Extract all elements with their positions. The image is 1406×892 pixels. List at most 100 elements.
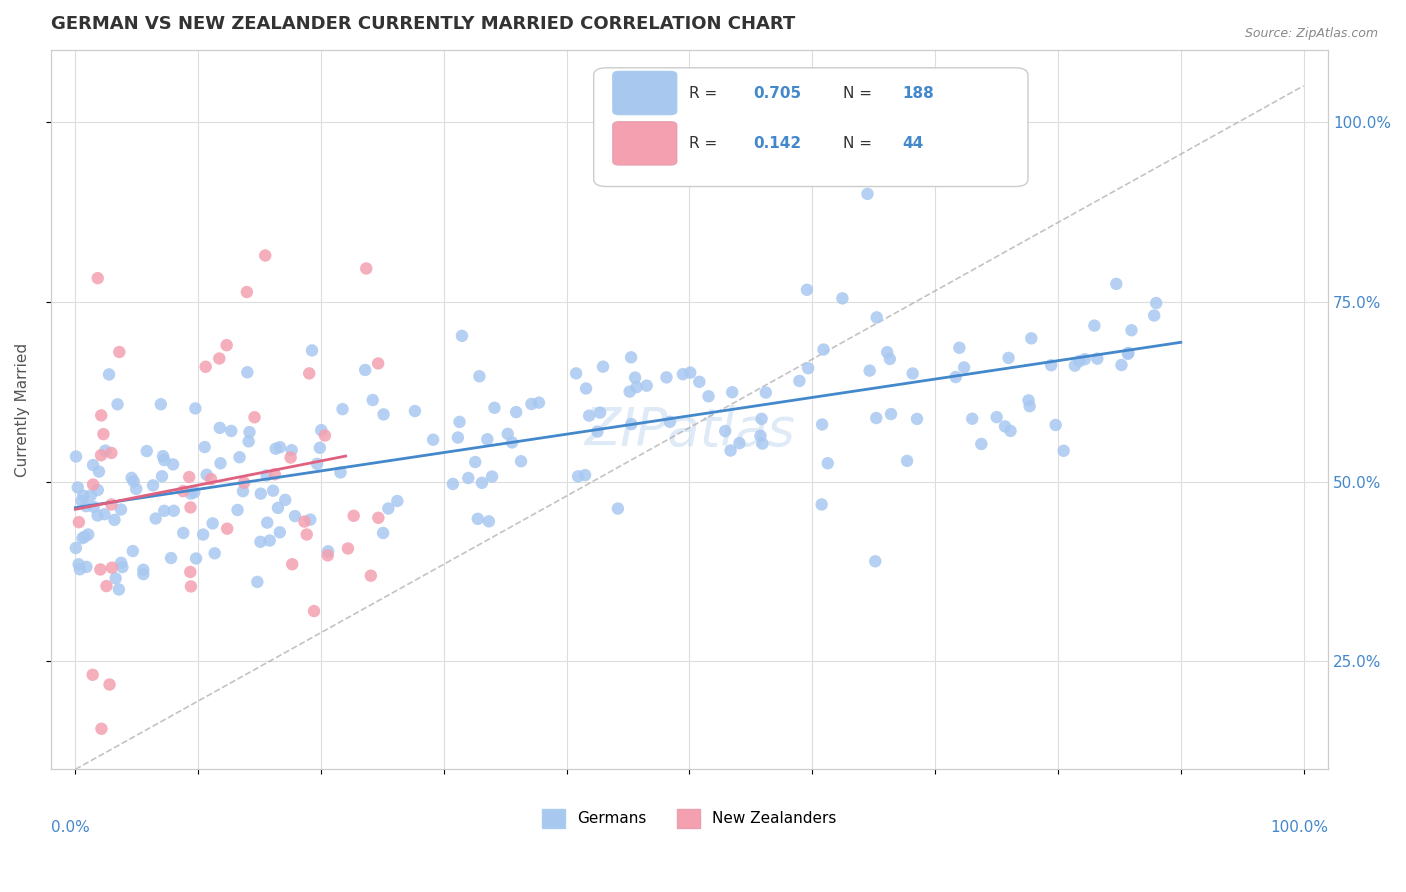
Point (1052, 443, 1074, 458)
Point (620, 417, 643, 432)
Point (90, 409, 112, 423)
FancyBboxPatch shape (613, 122, 676, 165)
Point (100, 498, 122, 512)
Point (284, 509, 307, 524)
Point (90, 722, 112, 736)
Point (856, 186, 879, 201)
Point (658, 415, 681, 429)
Point (110, 556, 132, 570)
Point (249, 534, 271, 549)
Point (865, 554, 887, 568)
Point (65, 450, 87, 464)
Point (481, 469, 503, 483)
Point (172, 525, 194, 540)
Point (264, 442, 287, 456)
Point (226, 503, 249, 517)
Point (208, 421, 231, 435)
Point (905, 412, 928, 426)
Point (354, 261, 377, 276)
Point (236, 365, 259, 379)
Point (422, 433, 444, 447)
Point (636, 378, 658, 392)
Point (195, 467, 218, 482)
Point (162, 458, 184, 472)
Point (108, 345, 131, 359)
Point (80, 488, 103, 502)
Point (180, 579, 202, 593)
Point (1021, 331, 1043, 345)
Point (329, 466, 352, 480)
Point (267, 500, 290, 515)
Point (343, 508, 366, 523)
Point (336, 541, 359, 556)
Point (280, 443, 302, 458)
Point (280, 450, 302, 465)
Text: Source: ZipAtlas.com: Source: ZipAtlas.com (1244, 27, 1378, 40)
Point (87, 465, 110, 479)
Point (606, 501, 628, 516)
Point (228, 450, 250, 465)
Point (361, 392, 384, 407)
Point (371, 526, 394, 541)
Point (94, 443, 117, 458)
Point (575, 382, 598, 396)
Point (121, 471, 143, 485)
Point (578, 409, 600, 423)
Point (219, 424, 242, 438)
Point (263, 467, 285, 482)
Text: ZIPatlas: ZIPatlas (583, 405, 794, 458)
Point (259, 533, 281, 548)
Point (714, 424, 737, 438)
Point (191, 527, 214, 541)
Point (565, 367, 588, 381)
Point (478, 514, 501, 528)
Point (153, 453, 176, 467)
Point (125, 482, 148, 496)
Point (72, 531, 94, 545)
Point (274, 492, 297, 507)
Point (179, 565, 201, 579)
Point (87, 271, 110, 285)
Point (496, 426, 519, 441)
Point (67, 515, 90, 529)
Point (204, 546, 226, 560)
Point (149, 397, 172, 411)
Point (179, 500, 201, 515)
Point (238, 434, 260, 449)
Point (201, 516, 224, 531)
Point (69, 562, 91, 576)
Point (311, 423, 333, 437)
Point (98, 677, 121, 691)
Point (688, 375, 710, 389)
Point (145, 511, 167, 525)
Point (209, 456, 232, 470)
Point (367, 511, 389, 525)
Point (254, 248, 277, 262)
Point (377, 501, 399, 516)
Legend: Germans, New Zealanders: Germans, New Zealanders (536, 803, 842, 834)
Point (468, 369, 491, 384)
Point (67, 558, 90, 572)
Point (108, 582, 131, 597)
Point (107, 397, 129, 411)
Point (110, 502, 132, 516)
Point (307, 457, 329, 471)
Point (728, 436, 751, 450)
Point (865, 411, 887, 425)
Point (755, 385, 778, 400)
Point (1111, 358, 1133, 372)
Point (77, 527, 100, 541)
Point (301, 343, 323, 358)
Point (796, 283, 818, 297)
Point (817, 456, 839, 470)
Point (789, 374, 811, 388)
Point (93, 427, 115, 442)
Point (1083, 318, 1105, 333)
Point (104, 571, 127, 585)
Point (294, 515, 316, 529)
Point (896, 454, 918, 468)
Point (152, 449, 174, 463)
Point (721, 385, 744, 400)
Point (449, 415, 471, 429)
Point (901, 367, 924, 381)
